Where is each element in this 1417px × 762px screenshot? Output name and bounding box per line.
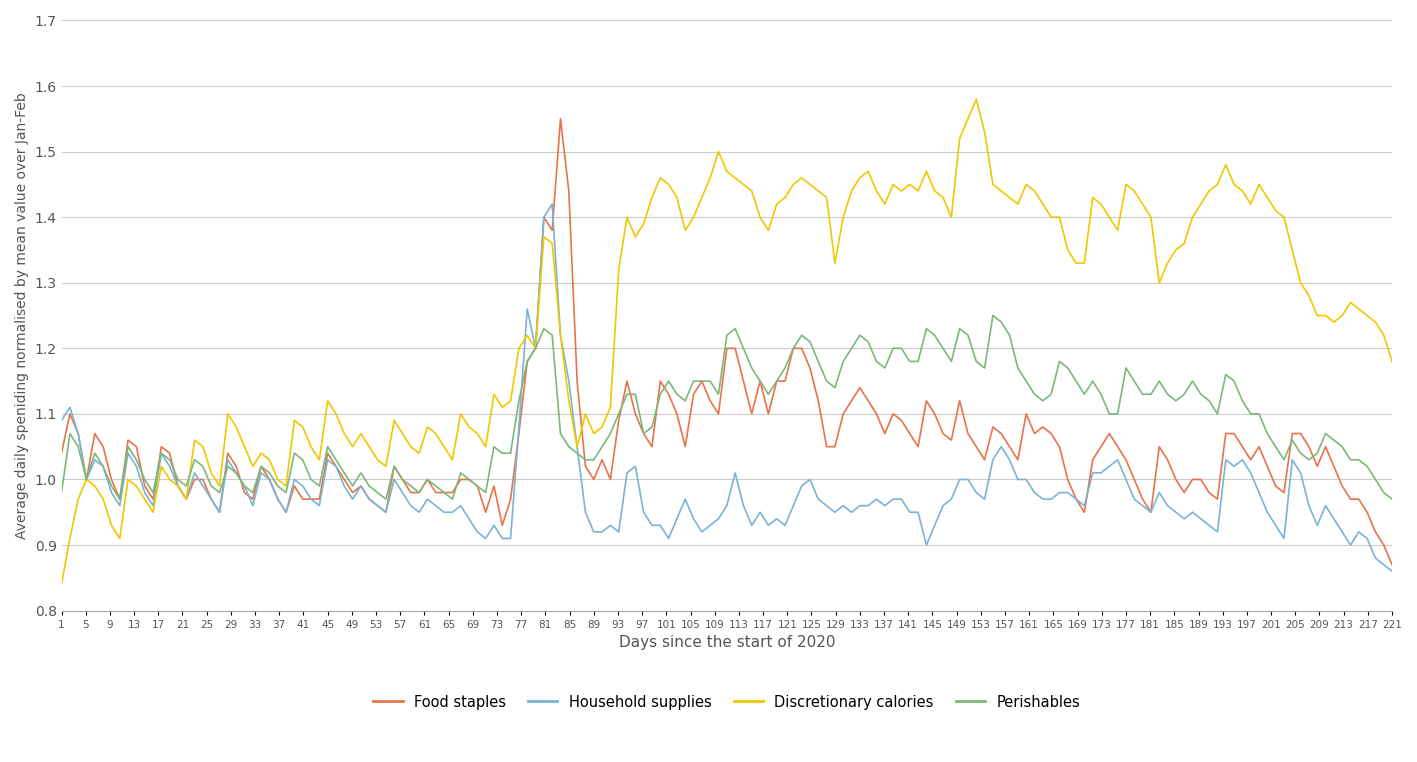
Food staples <box>544 226 561 235</box>
Perishables <box>428 482 445 491</box>
Legend: Food staples, Household supplies, Discretionary calories, Perishables: Food staples, Household supplies, Discre… <box>374 694 1080 709</box>
Household supplies <box>52 416 69 425</box>
Household supplies <box>544 200 561 209</box>
Household supplies <box>493 534 510 543</box>
Perishables <box>502 449 519 458</box>
Perishables <box>52 488 69 497</box>
Perishables <box>1243 409 1260 418</box>
Household supplies <box>1383 567 1400 576</box>
Discretionary calories <box>544 239 561 248</box>
Perishables <box>985 311 1002 320</box>
Line: Perishables: Perishables <box>61 315 1391 499</box>
Y-axis label: Average daily speniding normalised by mean value over Jan-Feb: Average daily speniding normalised by me… <box>16 92 28 539</box>
Perishables <box>1176 389 1193 399</box>
Food staples <box>52 449 69 458</box>
Food staples <box>493 520 510 530</box>
Perishables <box>1383 495 1400 504</box>
Discretionary calories <box>968 94 985 104</box>
Food staples <box>1234 442 1251 451</box>
Household supplies <box>1234 455 1251 464</box>
Household supplies <box>1168 507 1185 517</box>
Food staples <box>1168 475 1185 484</box>
Perishables <box>112 495 129 504</box>
Discretionary calories <box>52 580 69 589</box>
Discretionary calories <box>419 422 436 431</box>
Line: Household supplies: Household supplies <box>61 204 1391 572</box>
Household supplies <box>553 331 570 340</box>
Food staples <box>1383 560 1400 569</box>
Discretionary calories <box>1325 318 1342 327</box>
Food staples <box>1325 462 1342 471</box>
Discretionary calories <box>1168 245 1185 255</box>
Food staples <box>553 114 570 123</box>
Household supplies <box>419 495 436 504</box>
Discretionary calories <box>493 403 510 412</box>
Discretionary calories <box>1383 357 1400 366</box>
Food staples <box>419 475 436 484</box>
Discretionary calories <box>1234 187 1251 196</box>
Household supplies <box>1325 514 1342 523</box>
Perishables <box>1333 442 1350 451</box>
Perishables <box>553 429 570 438</box>
Line: Discretionary calories: Discretionary calories <box>61 99 1391 584</box>
Line: Food staples: Food staples <box>61 119 1391 565</box>
X-axis label: Days since the start of 2020: Days since the start of 2020 <box>619 636 835 650</box>
